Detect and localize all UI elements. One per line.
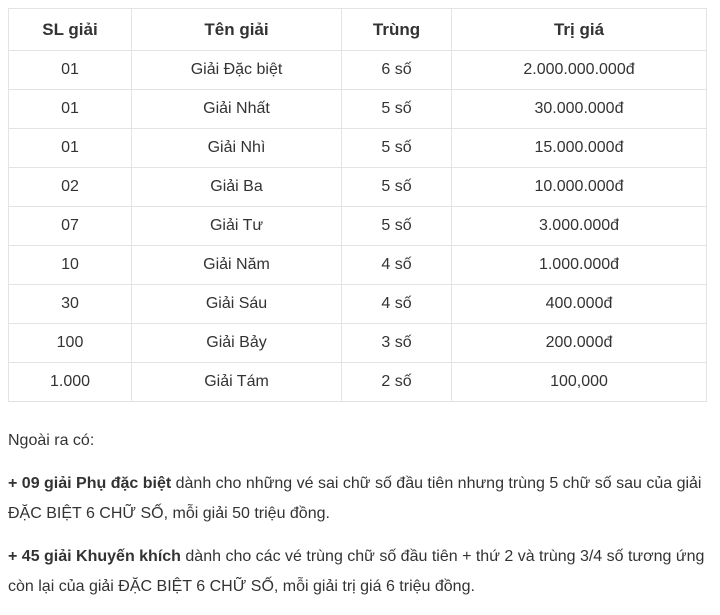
table-row: 01 Giải Đặc biệt 6 số 2.000.000.000đ: [8, 50, 707, 90]
prize-table: SL giải Tên giải Trùng Trị giá 01 Giải Đặ…: [8, 8, 707, 402]
table-row: 07 Giải Tư 5 số 3.000.000đ: [8, 206, 707, 246]
cell-prize-name: Giải Nhì: [131, 128, 342, 168]
cell-quantity: 1.000: [8, 362, 132, 402]
cell-match: 3 số: [341, 323, 452, 363]
cell-match: 4 số: [341, 284, 452, 324]
table-row: 01 Giải Nhì 5 số 15.000.000đ: [8, 128, 707, 168]
note-text: dành cho những vé sai chữ số đầu tiên nh…: [8, 475, 702, 522]
cell-prize-name: Giải Tư: [131, 206, 342, 246]
table-row: 30 Giải Sáu 4 số 400.000đ: [8, 284, 707, 324]
cell-prize-name: Giải Đặc biệt: [131, 50, 342, 90]
cell-value: 2.000.000.000đ: [451, 50, 707, 90]
cell-prize-name: Giải Bảy: [131, 323, 342, 363]
table-row: 1.000 Giải Tám 2 số 100,000: [8, 362, 707, 402]
header-quantity: SL giải: [8, 8, 132, 51]
cell-prize-name: Giải Năm: [131, 245, 342, 285]
table-row: 02 Giải Ba 5 số 10.000.000đ: [8, 167, 707, 207]
cell-match: 6 số: [341, 50, 452, 90]
note-item: + 45 giải Khuyến khích dành cho các vé t…: [8, 542, 713, 602]
cell-match: 5 số: [341, 128, 452, 168]
header-match: Trùng: [341, 8, 452, 51]
cell-quantity: 01: [8, 50, 132, 90]
header-value: Trị giá: [451, 8, 707, 51]
cell-value: 3.000.000đ: [451, 206, 707, 246]
notes-section: Ngoài ra có: + 09 giải Phụ đặc biệt dành…: [8, 426, 713, 615]
table-header-row: SL giải Tên giải Trùng Trị giá: [8, 8, 707, 51]
cell-match: 5 số: [341, 206, 452, 246]
note-bold: + 09 giải Phụ đặc biệt: [8, 475, 172, 492]
cell-match: 5 số: [341, 167, 452, 207]
cell-prize-name: Giải Tám: [131, 362, 342, 402]
cell-prize-name: Giải Nhất: [131, 89, 342, 129]
table-row: 10 Giải Năm 4 số 1.000.000đ: [8, 245, 707, 285]
cell-quantity: 100: [8, 323, 132, 363]
cell-match: 4 số: [341, 245, 452, 285]
cell-value: 10.000.000đ: [451, 167, 707, 207]
note-bold: + 45 giải Khuyến khích: [8, 548, 181, 565]
table-row: 100 Giải Bảy 3 số 200.000đ: [8, 323, 707, 363]
cell-quantity: 07: [8, 206, 132, 246]
cell-match: 2 số: [341, 362, 452, 402]
table-row: 01 Giải Nhất 5 số 30.000.000đ: [8, 89, 707, 129]
cell-value: 400.000đ: [451, 284, 707, 324]
cell-prize-name: Giải Sáu: [131, 284, 342, 324]
cell-quantity: 01: [8, 128, 132, 168]
cell-quantity: 02: [8, 167, 132, 207]
cell-quantity: 30: [8, 284, 132, 324]
notes-intro: Ngoài ra có:: [8, 432, 95, 449]
cell-value: 1.000.000đ: [451, 245, 707, 285]
cell-value: 15.000.000đ: [451, 128, 707, 168]
note-text: dành cho các vé trùng chữ số đầu tiên + …: [8, 548, 705, 595]
cell-value: 30.000.000đ: [451, 89, 707, 129]
cell-value: 200.000đ: [451, 323, 707, 363]
header-prize-name: Tên giải: [131, 8, 342, 51]
cell-prize-name: Giải Ba: [131, 167, 342, 207]
cell-value: 100,000: [451, 362, 707, 402]
note-item: + 09 giải Phụ đặc biệt dành cho những vé…: [8, 469, 713, 529]
cell-quantity: 10: [8, 245, 132, 285]
cell-match: 5 số: [341, 89, 452, 129]
cell-quantity: 01: [8, 89, 132, 129]
